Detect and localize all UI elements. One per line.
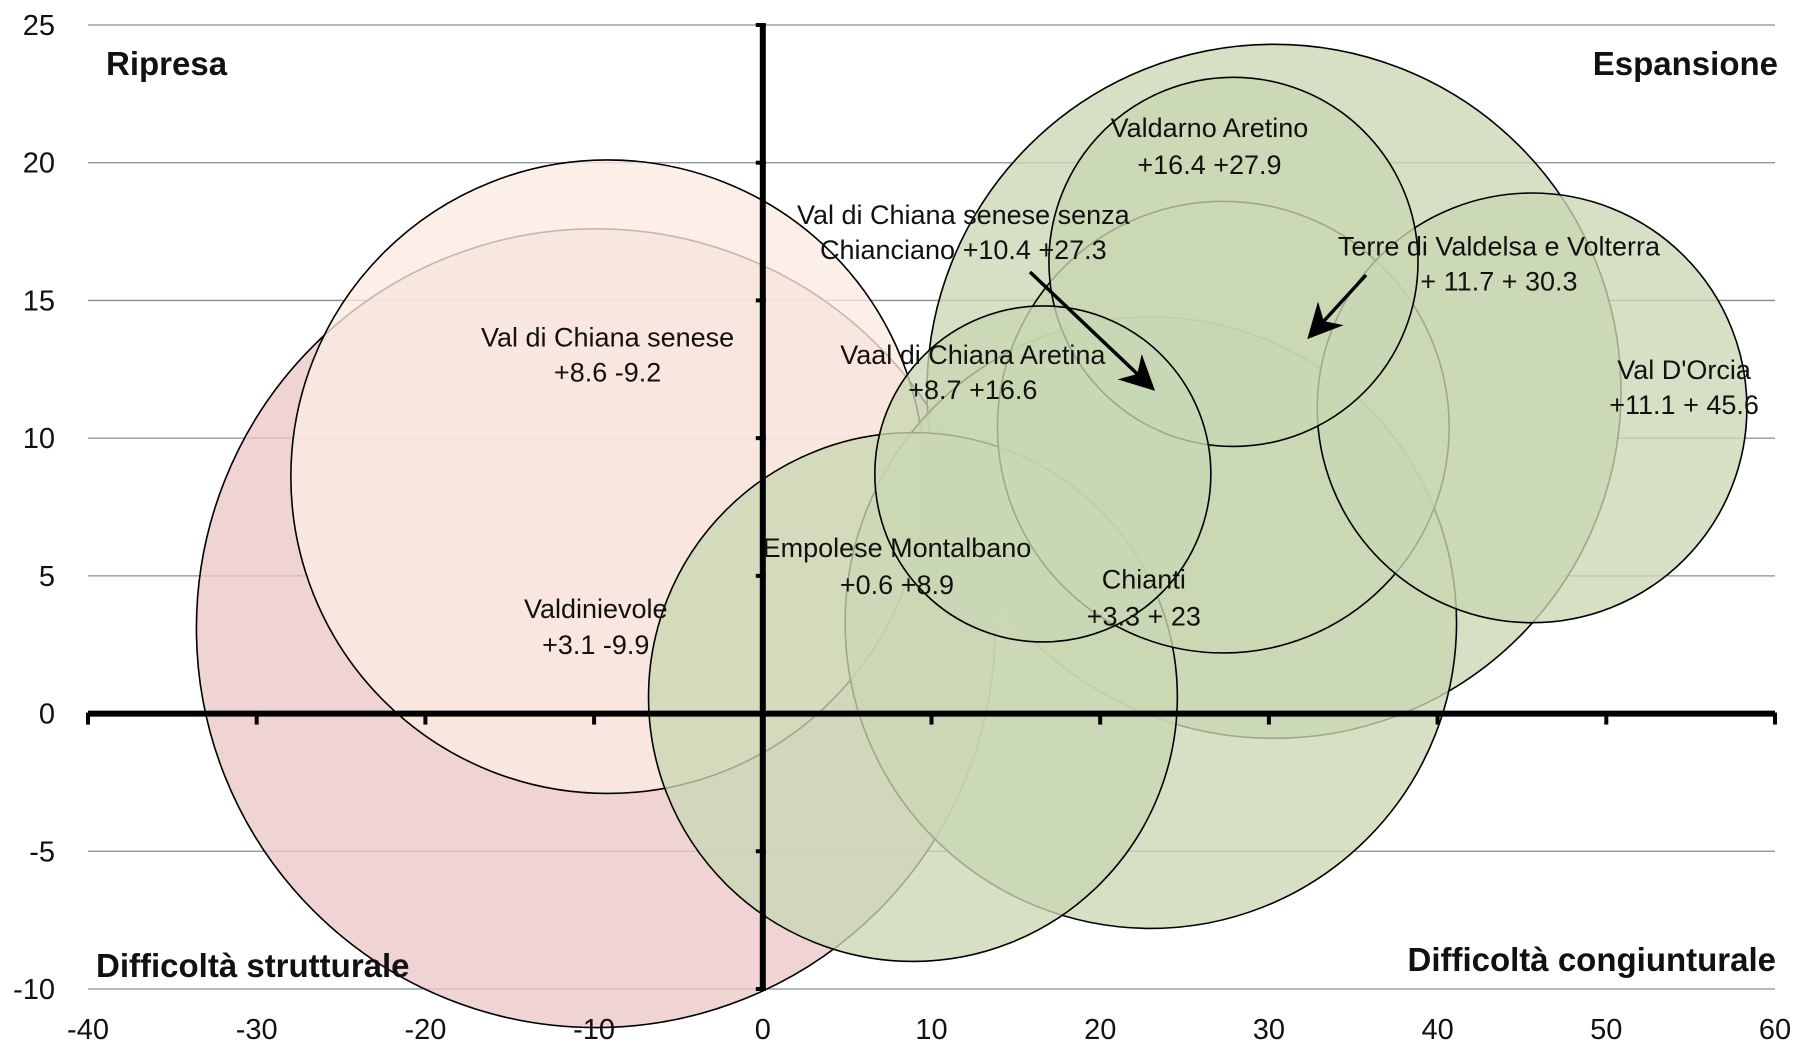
- bubble-label-empolese-montalbano: +0.6 +8.9: [840, 570, 954, 600]
- bubble-label-chianti: +3.3 + 23: [1087, 602, 1201, 632]
- callout-arrow-terre-di-valdelsa: [1307, 273, 1368, 340]
- bubble-label-val-d-orcia: +11.1 + 45.6: [1609, 390, 1759, 420]
- bubble-label-val-di-chiana-senese-senza-chianciano: Val di Chiana senese senza: [797, 200, 1131, 230]
- callout-arrow-val-di-chiana-senese-senza: [1028, 270, 1156, 391]
- bubble-label-empolese-montalbano: Empolese Montalbano: [763, 533, 1032, 563]
- x-tick-label: -20: [404, 1014, 446, 1045]
- bubble-label-valdarno-aretino: +16.4 +27.9: [1137, 150, 1281, 180]
- bubble-label-val-di-chiana-senese-senza-chianciano: Chianciano +10.4 +27.3: [820, 235, 1107, 265]
- bubble-label-val-d-orcia: Val D'Orcia: [1617, 355, 1752, 385]
- quadrant-label-top-left: Ripresa: [106, 45, 228, 82]
- y-tick-label: 20: [23, 148, 55, 180]
- bubble-label-vaal-di-chiana-aretina: +8.7 +16.6: [908, 375, 1037, 405]
- x-tick-label: -40: [67, 1014, 109, 1045]
- x-tick-label: 40: [1421, 1014, 1453, 1045]
- y-tick-label: 0: [39, 699, 55, 731]
- x-tick-label: -10: [573, 1014, 615, 1045]
- x-tick-label: -30: [236, 1014, 278, 1045]
- y-tick-label: 5: [39, 561, 55, 593]
- quadrant-label-top-right: Espansione: [1593, 45, 1778, 82]
- y-tick-label: 25: [23, 10, 55, 42]
- bubble-label-val-di-chiana-senese: Val di Chiana senese: [481, 323, 734, 353]
- y-tick-label: 10: [23, 423, 55, 455]
- x-tick-label: 10: [915, 1014, 947, 1045]
- x-tick-label: 20: [1084, 1014, 1116, 1045]
- bubble-label-val-di-chiana-senese: +8.6 -9.2: [554, 358, 661, 388]
- x-tick-label: 0: [755, 1014, 771, 1045]
- bubble-label-valdinievole: Valdinievole: [524, 594, 668, 624]
- quadrant-label-bottom-right: Difficoltà congiunturale: [1407, 941, 1776, 978]
- bubble-label-vaal-di-chiana-aretina: Vaal di Chiana Aretina: [840, 340, 1106, 370]
- bubble-label-terre-di-valdelsa-e-volterra: Terre di Valdelsa e Volterra: [1338, 231, 1661, 261]
- bubble-label-chianti: Chianti: [1102, 565, 1186, 595]
- bubble-label-valdinievole: +3.1 -9.9: [542, 630, 649, 660]
- y-tick-label: -5: [29, 836, 55, 868]
- bubble-label-terre-di-valdelsa-e-volterra: + 11.7 + 30.3: [1420, 266, 1577, 296]
- x-tick-label: 50: [1590, 1014, 1622, 1045]
- x-tick-label: 30: [1253, 1014, 1285, 1045]
- bubble-label-valdarno-aretino: Valdarno Aretino: [1111, 113, 1309, 143]
- y-tick-label: -10: [13, 974, 55, 1006]
- x-tick-label: 60: [1759, 1014, 1791, 1045]
- y-tick-label: 15: [23, 285, 55, 317]
- quadrant-label-bottom-left: Difficoltà strutturale: [96, 947, 410, 984]
